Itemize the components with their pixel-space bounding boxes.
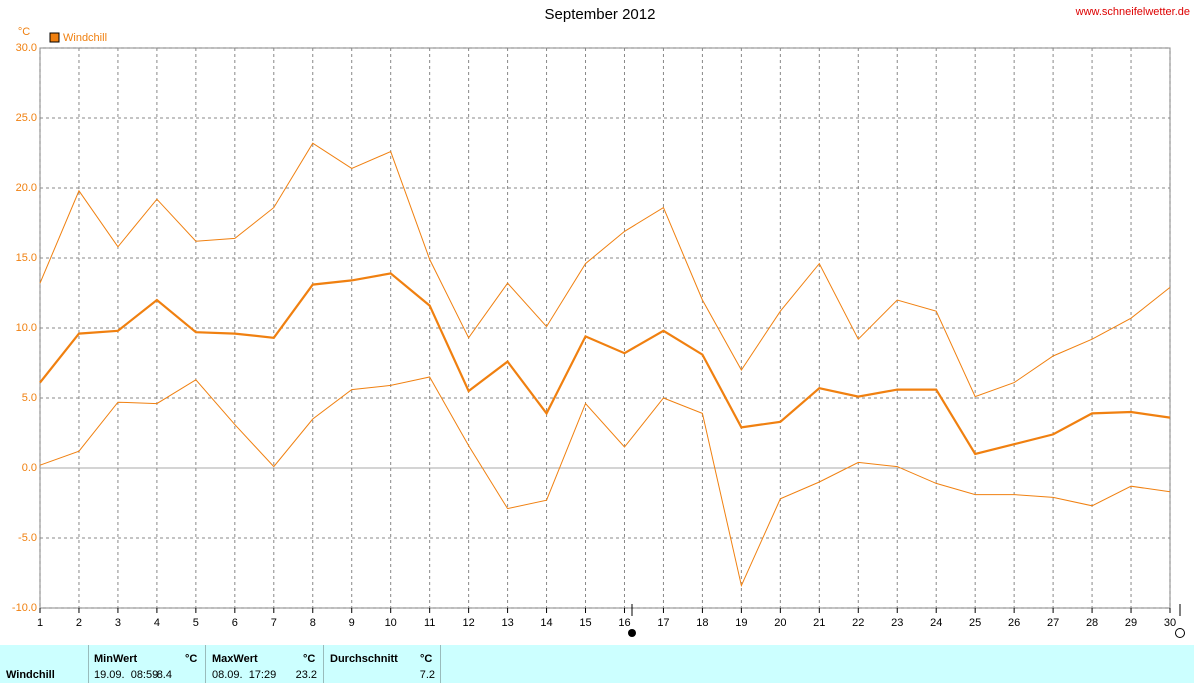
x-tick-label: 19: [735, 617, 747, 629]
unit: °C: [303, 653, 316, 665]
x-tick-label: 1: [37, 617, 43, 629]
x-tick-label: 15: [579, 617, 591, 629]
x-tick-label: 13: [501, 617, 513, 629]
x-tick-label: 27: [1047, 617, 1059, 629]
x-tick-label: 7: [271, 617, 277, 629]
x-tick-label: 3: [115, 617, 121, 629]
x-tick-label: 12: [462, 617, 474, 629]
x-tick-label: 21: [813, 617, 825, 629]
unit: °C: [420, 653, 433, 665]
x-tick-label: 16: [618, 617, 630, 629]
line: [39, 376, 1171, 588]
unit: °C: [185, 653, 198, 665]
value: 7.2: [419, 669, 435, 681]
x-tick-label: 29: [1125, 617, 1137, 629]
header: Durchschnitt: [330, 653, 398, 665]
y-tick-label: 15.0: [16, 252, 37, 264]
y-tick-label: 0.0: [22, 462, 37, 474]
moon-full: [628, 629, 636, 637]
y-unit: °C: [18, 26, 30, 38]
y-tick-label: 5.0: [22, 392, 37, 404]
y-tick-label: 25.0: [16, 112, 37, 124]
x-tick-label: 2: [76, 617, 82, 629]
y-tick-label: -10.0: [12, 602, 37, 614]
separator: [88, 645, 89, 683]
header: MinWert: [94, 653, 138, 665]
y-tick-label: 20.0: [16, 182, 37, 194]
separator: [205, 645, 206, 683]
x-tick-label: 4: [154, 617, 160, 629]
value: 23.2: [295, 669, 317, 681]
x-tick-label: 28: [1086, 617, 1098, 629]
time: 19.09. 08:59: [94, 669, 159, 681]
x-tick-label: 11: [424, 617, 435, 629]
header: MaxWert: [212, 653, 258, 665]
separator: [323, 645, 324, 683]
x-tick-label: 25: [969, 617, 981, 629]
x-tick-label: 23: [891, 617, 903, 629]
y-tick-label: 30.0: [16, 42, 37, 54]
line: [39, 142, 1171, 398]
x-tick-label: 22: [852, 617, 864, 629]
row-label: Windchill: [6, 669, 55, 681]
time: 08.09. 17:29: [212, 669, 277, 681]
x-tick-label: 26: [1008, 617, 1020, 629]
x-tick-label: 24: [930, 617, 942, 629]
y-tick-label: 10.0: [16, 322, 37, 334]
x-tick-label: 10: [385, 617, 397, 629]
x-tick-label: 6: [232, 617, 238, 629]
moon-new: [1175, 628, 1185, 638]
x-tick-label: 18: [696, 617, 708, 629]
x-tick-label: 17: [657, 617, 669, 629]
line: [39, 272, 1171, 456]
x-tick-label: 5: [193, 617, 199, 629]
x-tick-label: 8: [310, 617, 316, 629]
value: -8.4: [153, 669, 172, 681]
separator: [440, 645, 441, 683]
legend-label: Windchill: [63, 32, 107, 44]
chart: September 2012 www.schneifelwetter.de °C…: [12, 6, 1190, 638]
x-tick-label: 20: [774, 617, 786, 629]
x-tick-label: 30: [1164, 617, 1176, 629]
source: www.schneifelwetter.de: [1075, 6, 1190, 18]
summary-table: Windchill MinWert °C 19.09. 08:59 -8.4 M…: [0, 645, 1194, 683]
x-tick-label: 14: [540, 617, 552, 629]
legend-swatch: [49, 32, 60, 43]
y-tick-label: -5.0: [18, 532, 37, 544]
chart-title: September 2012: [545, 6, 656, 23]
x-tick-label: 9: [349, 617, 355, 629]
